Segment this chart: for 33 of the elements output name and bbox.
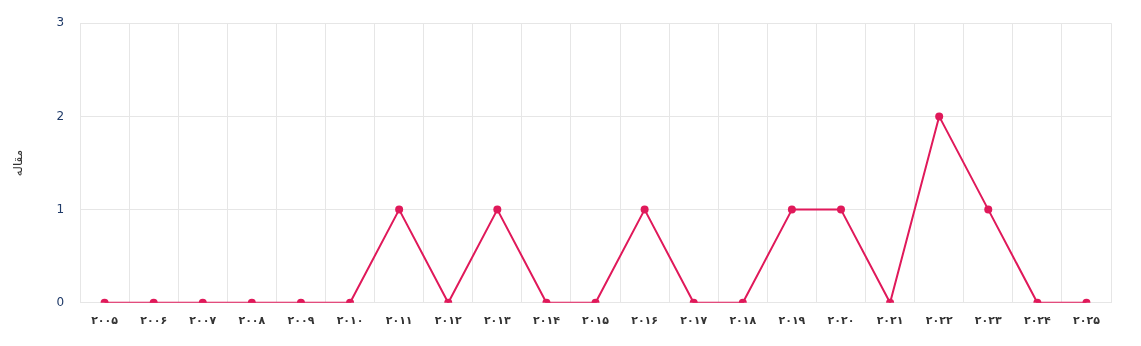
x-tick-label: ۲۰۰۸ <box>238 314 266 328</box>
point <box>836 205 845 214</box>
point <box>493 205 502 214</box>
x-tick-label: ۲۰۰۹ <box>287 314 315 328</box>
x-tick-label: ۲۰۱۰ <box>336 314 364 328</box>
point <box>640 205 649 214</box>
x-tick-label: ۲۰۲۰ <box>827 314 855 328</box>
point <box>984 205 993 214</box>
x-tick-label: ۲۰۲۴ <box>1023 314 1052 328</box>
y-axis-title: مقاله <box>11 149 26 177</box>
x-tick-label: ۲۰۲۵ <box>1073 314 1101 328</box>
x-tick-label: ۲۰۱۹ <box>778 314 806 328</box>
x-tick-label: ۲۰۱۸ <box>729 314 757 328</box>
y-tick-label: 0 <box>56 294 65 309</box>
x-tick-label: ۲۰۱۶ <box>631 314 659 328</box>
y-tick-label: 2 <box>56 108 65 123</box>
x-tick-label: ۲۰۰۶ <box>140 314 168 328</box>
y-tick-label: 3 <box>56 15 65 30</box>
x-tick-label: ۲۰۱۴ <box>532 314 561 328</box>
point <box>395 205 404 214</box>
x-tick-label: ۲۰۱۱ <box>385 314 413 328</box>
x-tick-label: ۲۰۱۵ <box>582 314 610 328</box>
point <box>935 112 944 121</box>
x-tick-label: ۲۰۱۷ <box>680 314 708 328</box>
point <box>787 205 796 214</box>
x-tick-label: ۲۰۱۲ <box>434 314 462 328</box>
x-tick-label: ۲۰۱۳ <box>483 314 512 328</box>
x-tick-label: ۲۰۲۳ <box>974 314 1002 328</box>
x-tick-label: ۲۰۰۵ <box>91 314 119 328</box>
x-tick-label: ۲۰۲۲ <box>925 314 953 328</box>
x-tick-label: ۲۰۰۷ <box>189 314 217 328</box>
y-tick-label: 1 <box>56 201 65 216</box>
x-tick-label: ۲۰۲۱ <box>876 314 904 328</box>
